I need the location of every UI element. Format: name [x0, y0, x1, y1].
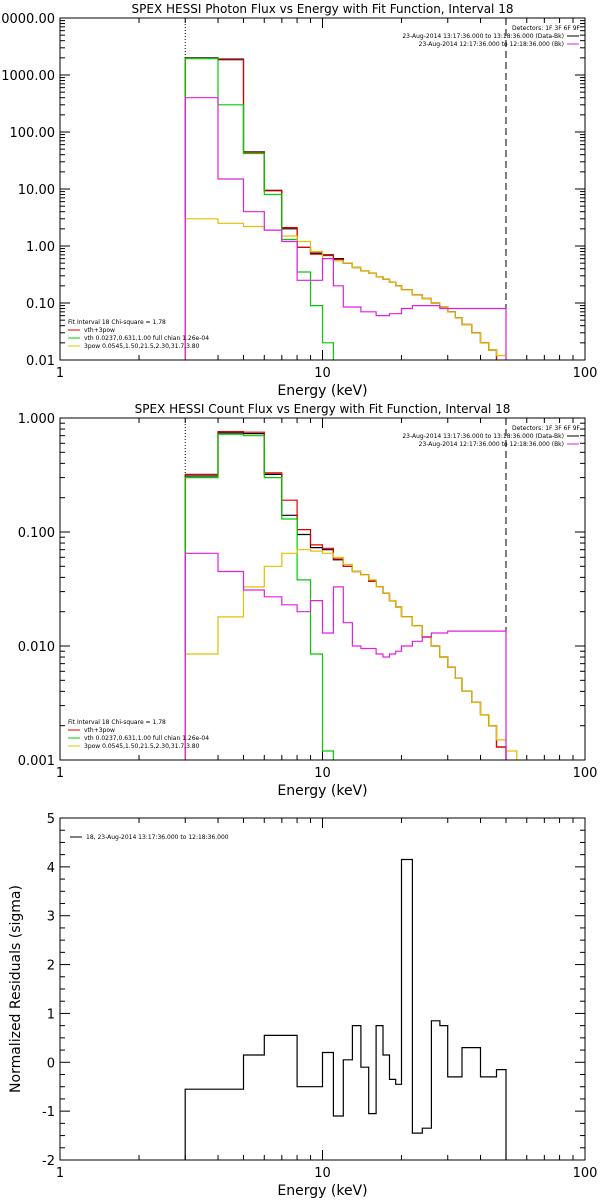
- plot-frame: [59, 17, 586, 361]
- series-line-vth-3pow: [184, 57, 498, 360]
- y-tick-label: 1.00: [26, 240, 55, 255]
- plot-frame: [59, 417, 586, 761]
- y-tick-label: 1000.00: [1, 69, 55, 84]
- legend-entry: vth+3pow: [84, 327, 115, 334]
- y-tick-label: 1.000: [18, 412, 55, 427]
- y-tick-label: 10.00: [18, 183, 55, 198]
- legend-entry: vth 0.0237,0.631,1.00 full chian 1.26e-0…: [84, 335, 209, 342]
- x-tick-label: 1: [56, 366, 64, 381]
- x-tick-label: 100: [573, 766, 598, 781]
- y-tick-label: 1: [47, 1007, 55, 1022]
- y-tick-label: 2: [47, 959, 55, 974]
- x-tick-label: 10: [314, 366, 331, 381]
- y-tick-label: 4: [47, 861, 55, 876]
- x-tick-label: 10: [314, 1166, 331, 1181]
- chart-panel-2: SPEX HESSI Count Flux vs Energy with Fit…: [18, 402, 598, 799]
- y-tick-label: 0.010: [18, 640, 55, 655]
- legend-entry: 18, 23-Aug-2014 13:17:36.000 to 12:18:36…: [86, 834, 229, 841]
- chart-title: SPEX HESSI Count Flux vs Energy with Fit…: [135, 402, 511, 416]
- series-line-vth: [184, 433, 334, 760]
- x-tick-label: 1: [56, 1166, 64, 1181]
- y-tick-label: 0.01: [26, 354, 55, 369]
- legend-entry: 23-Aug-2014 13:17:36.000 to 13:18:36.000…: [402, 433, 564, 440]
- x-axis-label: Energy (keV): [277, 1183, 367, 1199]
- y-axis-label: Normalized Residuals (sigma): [8, 885, 24, 1093]
- y-tick-label: -1: [42, 1105, 55, 1120]
- plot-frame: [59, 817, 586, 1161]
- legend-top-header: Detectors: 1F 3F 6F 9F: [512, 425, 581, 432]
- legend-top-header: Detectors: 1F 3F 6F 9F: [512, 25, 581, 32]
- y-tick-label: 0.10: [26, 297, 55, 312]
- legend-entry: 3pow 0.0545,1.50,21.5,2.30,31.7,3.80: [84, 343, 200, 350]
- series-line-data-bk: [184, 432, 507, 760]
- legend-bottom-header: Fit Interval 18 Chi-square = 1.78: [68, 719, 166, 726]
- series-line-3pow: [184, 218, 507, 360]
- y-tick-label: -2: [42, 1154, 55, 1169]
- series-line-3pow: [184, 549, 518, 760]
- series-line-vth: [184, 57, 334, 360]
- y-tick-label: 100.00: [10, 126, 56, 141]
- y-tick-label: 5: [47, 812, 55, 827]
- chart-panel-1: SPEX HESSI Photon Flux vs Energy with Fi…: [0, 2, 597, 399]
- series-layer: [184, 431, 518, 760]
- x-tick-label: 1: [56, 766, 64, 781]
- chart-panel-3: 1 10 100 -2 -1 0 1 2 3 4 5 Energy (keV) Normalized R…: [8, 812, 597, 1199]
- series-layer: [184, 858, 507, 1160]
- legend-entry: 23-Aug-2014 12:17:36.000 to 12:18:36.000…: [419, 441, 564, 448]
- chart-title: SPEX HESSI Photon Flux vs Energy with Fi…: [132, 2, 514, 16]
- legend-bottom-header: Fit Interval 18 Chi-square = 1.78: [68, 319, 166, 326]
- x-axis-label: Energy (keV): [277, 783, 367, 799]
- x-tick-label: 100: [573, 366, 598, 381]
- x-tick-label: 100: [573, 1166, 598, 1181]
- series-line-bk: [184, 97, 507, 360]
- x-tick-label: 10: [314, 766, 331, 781]
- y-tick-label: 0.100: [18, 526, 55, 541]
- y-tick-label: 0: [47, 1056, 55, 1071]
- y-tick-label: 3: [47, 910, 55, 925]
- legend-entry: 3pow 0.0545,1.50,21.5,2.30,31.7,3.80: [84, 743, 200, 750]
- legend-entry: 23-Aug-2014 12:17:36.000 to 12:18:36.000…: [419, 41, 564, 48]
- y-tick-label: 10000.00: [0, 12, 55, 27]
- series-line-data-bk: [184, 57, 498, 360]
- series-line-bk: [184, 552, 507, 760]
- y-tick-label: 0.001: [18, 754, 55, 769]
- legend-entry: vth+3pow: [84, 727, 115, 734]
- legend-entry: vth 0.0237,0.631,1.00 full chian 1.26e-0…: [84, 735, 209, 742]
- legend-entry: 23-Aug-2014 13:17:36.000 to 13:18:36.000…: [402, 33, 564, 40]
- x-axis-label: Energy (keV): [277, 383, 367, 399]
- series-line-vth-3pow: [184, 431, 507, 760]
- series-line-18-23-aug-2014-13-17-36-000-to-12-18-36-000: [184, 858, 507, 1160]
- series-layer: [184, 57, 507, 360]
